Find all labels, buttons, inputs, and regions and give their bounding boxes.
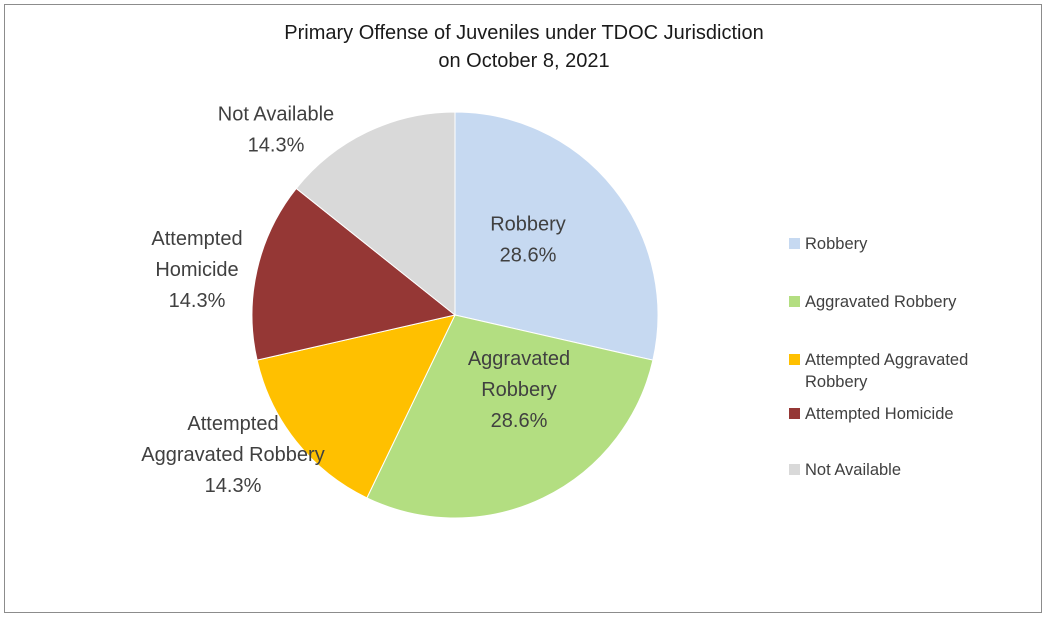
- chart-title-line-2: on October 8, 2021: [438, 50, 610, 72]
- legend-swatch: [789, 408, 800, 419]
- pie-slice-attempted-aggravated-robbery: [256, 314, 456, 499]
- legend-label: Robbery: [805, 235, 868, 253]
- data-label-attempted-aggravated-robbery: Attempted Aggravated Robbery 14.3%: [141, 413, 324, 497]
- legend-item-aggravated-robbery: Aggravated Robbery: [789, 291, 1020, 313]
- chart-title-line-1: Primary Offense of Juveniles under TDOC …: [284, 22, 764, 44]
- pie-slice-attempted-homicide: [251, 187, 457, 361]
- data-label-attempted-homicide: Attempted Homicide 14.3%: [151, 228, 242, 312]
- data-label-robbery: Robbery 28.6%: [490, 214, 566, 267]
- pie-chart: Robbery 28.6% Aggravated Robbery 28.6% Attemp…: [141, 104, 659, 519]
- legend-swatch: [789, 354, 800, 365]
- legend-swatch: [789, 238, 800, 249]
- legend-swatch: [789, 296, 800, 307]
- pie-slice-not-available: [295, 111, 456, 317]
- legend-label: Attempted Homicide: [805, 405, 954, 423]
- legend-label: Attempted Aggravated Robbery: [805, 351, 969, 391]
- legend-item-attempted-homicide: Attempted Homicide: [789, 403, 1020, 425]
- legend-label: Not Available: [805, 461, 902, 479]
- legend-label: Aggravated Robbery: [805, 293, 957, 311]
- chart-title: Primary Offense of Juveniles under TDOC …: [5, 19, 1043, 75]
- pie-slice-aggravated-robbery: [366, 314, 654, 519]
- pie-slice-robbery: [454, 111, 659, 361]
- chart-frame: Primary Offense of Juveniles under TDOC …: [4, 4, 1042, 613]
- data-label-aggravated-robbery: Aggravated Robbery 28.6%: [468, 348, 570, 432]
- legend-item-robbery: Robbery: [789, 233, 1020, 255]
- legend-item-attempted-aggravated-robbery: Attempted Aggravated Robbery: [789, 349, 1010, 393]
- data-label-not-available: Not Available 14.3%: [218, 104, 334, 157]
- legend-item-not-available: Not Available: [789, 459, 1020, 481]
- legend-swatch: [789, 464, 800, 475]
